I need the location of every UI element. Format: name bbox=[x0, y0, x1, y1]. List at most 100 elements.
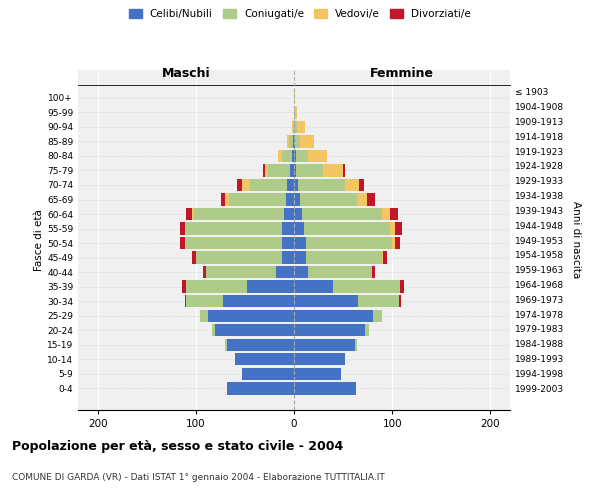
Bar bbox=[390, 208, 398, 220]
Bar bbox=[345, 179, 359, 191]
Bar bbox=[194, 208, 284, 220]
Bar bbox=[185, 295, 186, 308]
Bar bbox=[294, 194, 300, 205]
Bar bbox=[225, 194, 229, 205]
Bar bbox=[294, 106, 295, 118]
Bar bbox=[293, 135, 294, 147]
Bar bbox=[343, 164, 345, 176]
Bar bbox=[200, 310, 208, 322]
Bar bbox=[306, 237, 392, 250]
Bar bbox=[268, 164, 290, 176]
Bar bbox=[395, 222, 402, 234]
Bar bbox=[359, 179, 364, 191]
Bar bbox=[221, 194, 225, 205]
Bar bbox=[186, 208, 192, 220]
Bar bbox=[282, 237, 294, 250]
Text: Maschi: Maschi bbox=[161, 68, 211, 80]
Bar bbox=[294, 324, 365, 336]
Bar bbox=[323, 164, 343, 176]
Bar bbox=[208, 310, 294, 322]
Bar bbox=[192, 252, 196, 264]
Bar bbox=[365, 324, 368, 336]
Bar bbox=[300, 135, 314, 147]
Bar bbox=[203, 266, 206, 278]
Bar bbox=[185, 237, 186, 250]
Bar bbox=[295, 106, 297, 118]
Bar bbox=[247, 280, 294, 293]
Bar bbox=[250, 179, 287, 191]
Bar bbox=[263, 164, 265, 176]
Bar bbox=[223, 295, 294, 308]
Bar bbox=[290, 164, 294, 176]
Bar bbox=[206, 266, 277, 278]
Bar bbox=[265, 164, 268, 176]
Bar bbox=[294, 150, 296, 162]
Bar bbox=[294, 222, 304, 234]
Bar bbox=[294, 92, 295, 104]
Bar bbox=[308, 150, 328, 162]
Bar bbox=[294, 237, 306, 250]
Bar bbox=[294, 338, 355, 351]
Bar bbox=[180, 222, 185, 234]
Bar bbox=[294, 120, 297, 133]
Bar bbox=[383, 252, 387, 264]
Bar bbox=[186, 280, 247, 293]
Bar bbox=[358, 295, 399, 308]
Bar bbox=[294, 208, 302, 220]
Bar bbox=[357, 194, 367, 205]
Bar bbox=[400, 280, 404, 293]
Bar bbox=[293, 120, 294, 133]
Bar bbox=[242, 368, 294, 380]
Bar bbox=[294, 353, 345, 366]
Bar bbox=[308, 266, 371, 278]
Bar bbox=[355, 338, 357, 351]
Bar bbox=[294, 164, 296, 176]
Bar bbox=[294, 280, 333, 293]
Bar bbox=[295, 135, 300, 147]
Bar bbox=[294, 368, 341, 380]
Bar bbox=[292, 120, 293, 133]
Text: COMUNE DI GARDA (VR) - Dati ISTAT 1° gennaio 2004 - Elaborazione TUTTITALIA.IT: COMUNE DI GARDA (VR) - Dati ISTAT 1° gen… bbox=[12, 473, 385, 482]
Bar bbox=[225, 338, 227, 351]
Bar bbox=[186, 295, 223, 308]
Bar bbox=[292, 150, 294, 162]
Bar bbox=[296, 150, 308, 162]
Bar bbox=[287, 135, 289, 147]
Y-axis label: Fasce di età: Fasce di età bbox=[34, 209, 44, 271]
Bar bbox=[229, 194, 286, 205]
Bar bbox=[282, 150, 292, 162]
Bar bbox=[371, 266, 374, 278]
Bar bbox=[294, 135, 295, 147]
Text: Femmine: Femmine bbox=[370, 68, 434, 80]
Bar bbox=[215, 324, 294, 336]
Bar bbox=[373, 310, 382, 322]
Bar bbox=[294, 179, 298, 191]
Bar bbox=[242, 179, 250, 191]
Bar bbox=[392, 237, 395, 250]
Bar bbox=[196, 252, 282, 264]
Bar bbox=[235, 353, 294, 366]
Legend: Celibi/Nubili, Coniugati/e, Vedovi/e, Divorziati/e: Celibi/Nubili, Coniugati/e, Vedovi/e, Di… bbox=[125, 5, 475, 24]
Bar bbox=[186, 237, 282, 250]
Bar bbox=[227, 382, 294, 394]
Bar bbox=[192, 208, 194, 220]
Bar bbox=[182, 280, 186, 293]
Bar bbox=[287, 179, 294, 191]
Bar bbox=[227, 338, 294, 351]
Text: Popolazione per età, sesso e stato civile - 2004: Popolazione per età, sesso e stato civil… bbox=[12, 440, 343, 453]
Bar bbox=[382, 208, 390, 220]
Bar bbox=[302, 208, 382, 220]
Bar bbox=[367, 194, 374, 205]
Bar bbox=[237, 179, 242, 191]
Bar bbox=[212, 324, 215, 336]
Bar bbox=[282, 252, 294, 264]
Bar bbox=[297, 120, 305, 133]
Bar bbox=[304, 222, 390, 234]
Bar bbox=[289, 135, 293, 147]
Bar bbox=[300, 194, 357, 205]
Bar bbox=[278, 150, 282, 162]
Bar bbox=[180, 237, 185, 250]
Bar bbox=[286, 194, 294, 205]
Bar bbox=[284, 208, 294, 220]
Bar bbox=[185, 222, 186, 234]
